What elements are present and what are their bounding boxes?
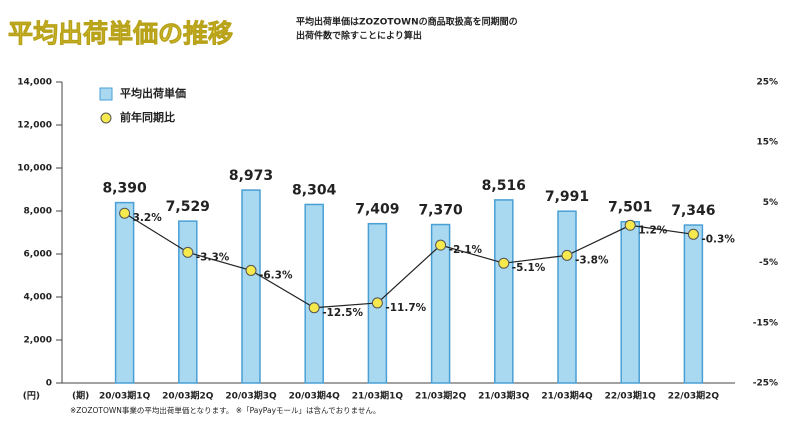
bar — [178, 220, 198, 384]
bar-value-label: 7,501 — [608, 200, 652, 216]
bar-value-label: 8,390 — [102, 181, 147, 197]
y2-tick-label: 15% — [756, 138, 778, 148]
point-value-label: 1.2% — [638, 224, 668, 236]
point — [561, 249, 573, 261]
bar — [430, 223, 451, 384]
x-tick-label: 21/03期1Q — [352, 390, 404, 402]
subtitle: 平均出荷単価はZOZOTOWNの商品取扱高を同期間の — [296, 16, 518, 28]
bar — [620, 220, 640, 384]
legend-label: 平均出荷単価 — [120, 86, 186, 100]
point-value-label: -3.3% — [196, 251, 230, 263]
y-tick-label: 4,000 — [24, 293, 52, 303]
bar — [304, 203, 324, 384]
bar-value-label: 7,346 — [671, 203, 715, 219]
line — [124, 212, 694, 309]
point-value-label: -6.3% — [259, 269, 293, 281]
point-value-label: -5.1% — [512, 262, 546, 274]
x-tick-label: 20/03期4Q — [289, 390, 341, 402]
y2-tick-label: -25% — [753, 379, 778, 389]
bar — [241, 189, 261, 384]
point — [119, 207, 131, 219]
point — [435, 239, 447, 251]
point — [371, 297, 383, 309]
x-tick-label: 21/03期4Q — [541, 390, 593, 402]
point-value-label: -11.7% — [385, 302, 426, 314]
y-unit-label: (円) — [23, 391, 40, 402]
bar — [494, 199, 514, 384]
point — [245, 264, 257, 276]
bar-value-label: 8,304 — [292, 182, 337, 198]
point — [624, 219, 636, 231]
x-tick-label: 21/03期3Q — [478, 390, 530, 402]
y-tick-label: 6,000 — [24, 250, 52, 260]
legend-swatch — [100, 112, 112, 124]
y2-tick-label: -5% — [759, 258, 778, 268]
legend-label: 前年同期比 — [120, 110, 175, 124]
y2-tick-label: 25% — [756, 78, 778, 88]
bar-value-label: 7,529 — [166, 199, 210, 215]
point-value-label: 3.2% — [133, 212, 163, 224]
x-tick-label: 21/03期2Q — [415, 390, 467, 402]
x-tick-label: 22/03期2Q — [668, 390, 720, 402]
subtitle: 出荷件数で除すことにより算出 — [296, 30, 422, 42]
bar-value-label: 8,973 — [229, 168, 273, 184]
x-tick-label: 20/03期1Q — [99, 390, 151, 402]
point — [182, 246, 194, 258]
chart-title: 平均出荷単価の推移 — [8, 19, 233, 48]
bar — [557, 210, 577, 384]
point-value-label: -3.8% — [575, 254, 609, 266]
point — [687, 228, 699, 240]
footnote: ※ZOZOTOWN事業の平均出荷単価となります。 ※「PayPayモール」は含ん… — [70, 405, 380, 415]
point-value-label: -2.1% — [449, 244, 483, 256]
bar-value-label: 7,409 — [355, 202, 399, 218]
legend-swatch — [99, 87, 113, 101]
x-tick-label: 20/03期3Q — [225, 390, 277, 402]
x-tick-label: 22/03期1Q — [605, 390, 657, 402]
y-tick-label: 8,000 — [24, 207, 52, 217]
bar-value-label: 7,370 — [418, 203, 463, 219]
x-unit-label: (期) — [72, 390, 89, 402]
bar-value-label: 7,991 — [545, 189, 589, 205]
point — [308, 302, 320, 314]
x-tick-label: 20/03期2Q — [162, 390, 214, 402]
bar — [683, 224, 704, 384]
y-tick-label: 2,000 — [24, 336, 52, 346]
point-value-label: -0.3% — [701, 233, 735, 245]
y-tick-label: 0 — [46, 379, 52, 389]
y-tick-label: 12,000 — [17, 121, 52, 131]
y-tick-label: 14,000 — [17, 78, 52, 88]
y2-tick-label: -15% — [753, 318, 778, 328]
y2-tick-label: 5% — [763, 198, 778, 208]
bar-value-label: 8,516 — [482, 178, 526, 194]
point — [498, 257, 510, 269]
bar — [114, 201, 135, 384]
y-tick-label: 10,000 — [17, 164, 52, 174]
point-value-label: -12.5% — [322, 307, 363, 319]
